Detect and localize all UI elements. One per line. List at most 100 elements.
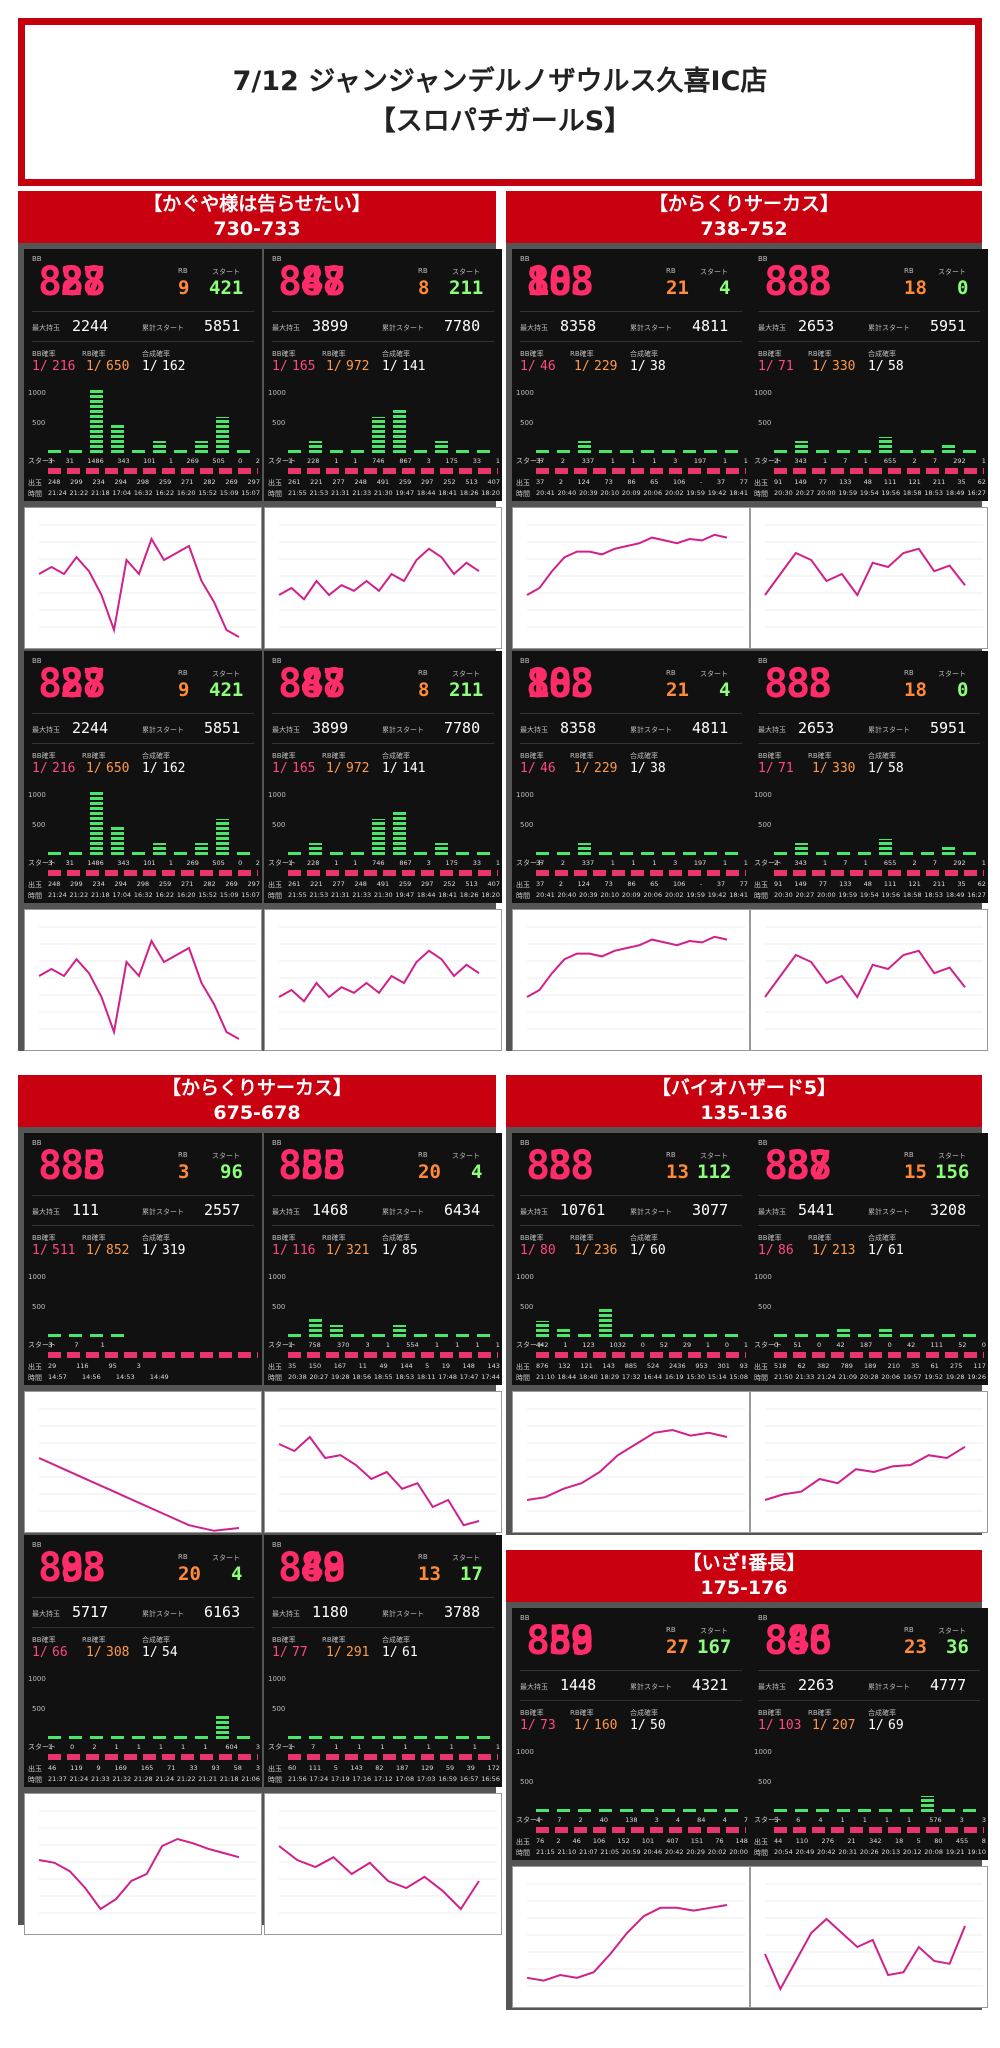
out-cell: 221 (310, 880, 323, 888)
bar-chart (536, 1273, 746, 1337)
bbprob-label: BB確率 (758, 1234, 782, 1242)
rbprob-label: RB確率 (570, 350, 594, 358)
out-cell: 61 (930, 1362, 939, 1370)
start-cell: 0 (238, 457, 243, 465)
rb-count: 3 (178, 1161, 190, 1183)
bb-probability: 80 (540, 1243, 556, 1258)
out-cell: 276 (821, 1837, 834, 1845)
total-value: 7780 (444, 317, 481, 335)
bb-probability: 116 (292, 1243, 316, 1258)
y-label-1000: 1000 (268, 791, 286, 799)
time-cell: 17:19 (330, 1775, 350, 1783)
out-cell: 86 (627, 880, 636, 888)
bar (620, 851, 633, 855)
out-cell: 294 (114, 880, 127, 888)
time-cell: 20:41 (536, 891, 555, 899)
total-value: 5951 (930, 719, 967, 737)
total-label: 累計スタート (868, 1683, 910, 1691)
rb-label: RB (666, 669, 676, 677)
time-cell: 21:21 (198, 1775, 218, 1783)
section-title: 【かぐや様は告らせたい】 730-733 (18, 191, 496, 243)
out-cell: 39 (466, 1764, 475, 1772)
start-label: スタート (700, 1627, 728, 1635)
time-cell: 20:27 (795, 891, 815, 899)
trend-line (526, 1904, 728, 1982)
time-cell: 20:42 (816, 1848, 836, 1856)
combined-probability: 54 (162, 1645, 178, 1660)
time-cell: 17:48 (438, 1373, 458, 1381)
combprob-label: 合成確率 (382, 350, 410, 358)
start-label: スタート (700, 1152, 728, 1160)
time-cell: 18:56 (352, 1373, 372, 1381)
start-cell: 1486 (87, 859, 104, 867)
row-time-label: 時間 (754, 1849, 768, 1857)
start-cell: 1 (563, 1341, 568, 1349)
start-cell: 2 (255, 859, 260, 867)
bar (599, 851, 612, 855)
bar (477, 1333, 490, 1337)
time-cell: 20:02 (707, 1848, 727, 1856)
rb-probability: 291 (346, 1645, 370, 1660)
time-cell: 20:42 (664, 1848, 684, 1856)
start-cell: 197 (693, 859, 707, 867)
y-label-500: 500 (520, 1778, 534, 1786)
start-cell: 3 (255, 1743, 260, 1751)
start-count: 4 (231, 1563, 243, 1585)
time-cell: 21:18 (219, 1775, 239, 1783)
out-cell: 62 (977, 880, 986, 888)
header-subtitle: 【スロパチガールS】 (368, 106, 632, 137)
bb-label: BB (32, 255, 42, 263)
out-cell: 9 (96, 1764, 101, 1772)
section: 【からくりサーカス】 738-752 BB RB スタート 888 103 21 4 最大持玉 累計… (506, 191, 988, 1051)
max-value: 5717 (72, 1603, 109, 1621)
bb-label: BB (758, 657, 768, 665)
row-time-label: 時間 (28, 1776, 42, 1784)
bar (921, 1796, 934, 1812)
trend-line (278, 1435, 480, 1527)
bar (879, 1808, 892, 1812)
rbprob-label: RB確率 (82, 752, 106, 760)
start-cell: 197 (693, 457, 707, 465)
bar (900, 1808, 913, 1812)
data-panel: BB RB スタート 888 83 18 0 最大持玉 累計スタート 2653 5951 BB確率 RB… (750, 249, 988, 501)
time-cell: 21:32 (112, 1775, 132, 1783)
time-cell: 18:20 (481, 891, 500, 899)
data-panel: BB RB スタート 888 27 9 421 最大持玉 累計スタート 2244 5851 BB確率 R… (24, 651, 262, 903)
max-value: 3899 (312, 317, 349, 335)
start-cell: 84 (697, 1816, 706, 1824)
marker-row (536, 1352, 746, 1358)
row-out-label: 出玉 (516, 1838, 530, 1846)
section-body: BB RB スタート 888 27 9 421 最大持玉 累計スタート 2244 5851 BB確率 R… (18, 243, 502, 1051)
start-cell: 1 (631, 859, 636, 867)
section-body: BB RB スタート 888 5 3 96 最大持玉 累計スタート 111 2557 BB確率 RB確率… (18, 1127, 502, 1935)
start-count: 17 (460, 1563, 483, 1585)
bb-probability: 165 (292, 761, 316, 776)
start-label: スタート (452, 268, 480, 276)
rb-count: 18 (904, 277, 927, 299)
bar (704, 1808, 717, 1812)
out-cell: 298 (136, 478, 150, 486)
time-cell: 21:22 (69, 891, 89, 899)
data-panel: BB RB スタート 888 83 18 0 最大持玉 累計スタート 2653 5951 BB確率 RB… (750, 651, 988, 903)
bar-chart (288, 791, 498, 855)
marker-row (288, 468, 498, 474)
time-cell: 18:58 (902, 891, 922, 899)
row-start-label: スタート (516, 859, 544, 867)
bar (174, 851, 187, 855)
time-cell: 20:31 (838, 1848, 858, 1856)
start-cell: 187 (859, 1341, 873, 1349)
rb-label: RB (904, 669, 914, 677)
max-value: 10761 (560, 1201, 606, 1219)
time-cell: 16:32 (133, 891, 153, 899)
time-cell: 16:56 (481, 1775, 500, 1783)
bar (288, 1333, 301, 1337)
out-cell: 44 (774, 1837, 783, 1845)
time-cell: 20:38 (288, 1373, 307, 1381)
data-panel: BB RB スタート 888 38 13 112 最大持玉 累計スタート 10761 3077 BB確… (512, 1133, 750, 1385)
time-cell: 20:02 (664, 891, 684, 899)
marker-row (536, 468, 746, 474)
start-cell: 1 (403, 1743, 408, 1751)
section-title: 【からくりサーカス】 675-678 (18, 1075, 496, 1127)
bar (963, 449, 976, 453)
start-label: スタート (938, 1627, 966, 1635)
